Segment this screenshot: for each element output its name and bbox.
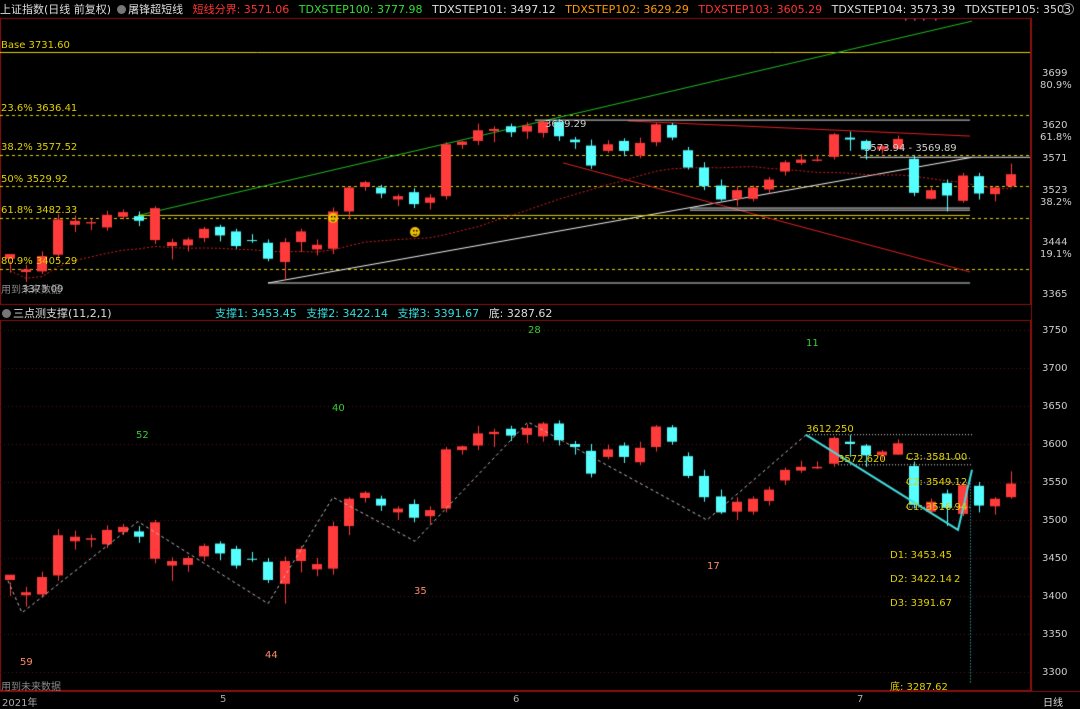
bottom-label: 底: 3287.62 xyxy=(890,682,948,693)
fib-236-label: 23.6% 3636.41 xyxy=(1,103,78,114)
axis-label: 3650 xyxy=(1042,401,1068,412)
header-item-3: TDXSTEP102: 3629.29 xyxy=(565,3,689,16)
count-label: 35 xyxy=(414,586,427,597)
axis-label: 3300 xyxy=(1042,667,1068,678)
fib-809-label: 80.9% 3405.29 xyxy=(1,256,78,267)
fib-base-label: Base 3731.60 xyxy=(1,40,70,51)
indicator-toggle-icon[interactable] xyxy=(117,5,127,14)
low-label: 3373.09 xyxy=(22,284,64,295)
header-item-6: TDXSTEP105: 3503 xyxy=(964,3,1072,16)
support-bottom: 底: 3287.62 xyxy=(488,307,553,320)
range-label: 3573.94 - 3569.89 xyxy=(864,143,957,154)
fib-382-label: 38.2% 3577.52 xyxy=(1,142,78,153)
support-3: 支撑3: 3391.67 xyxy=(397,307,480,320)
d1-label: D1: 3453.45 xyxy=(890,550,952,561)
count-label: 17 xyxy=(707,561,720,572)
axis-label: 3571 xyxy=(1042,153,1068,164)
axis-label: 3400 xyxy=(1042,591,1068,602)
axis-label: 3550 xyxy=(1042,477,1068,488)
time-axis-label: 2021年 xyxy=(2,698,38,709)
header-item-2: TDXSTEP101: 3497.12 xyxy=(432,3,556,16)
sub-indicator-name[interactable]: 三点测支撑(11,2,1) xyxy=(13,307,112,320)
axis-label: 3620 xyxy=(1042,120,1068,131)
count-label: 52 xyxy=(136,430,149,441)
peak-label: 3629.29 xyxy=(545,119,587,130)
c1-label: C1: 3516.94 xyxy=(906,502,968,513)
count-label: 40 xyxy=(332,403,345,414)
indicator-name[interactable]: 屠锋超短线 xyxy=(128,3,184,16)
future-data-note: 用到未来数据 xyxy=(1,285,61,296)
axis-label: 3450 xyxy=(1042,553,1068,564)
sub-peak-label: 3612.250 xyxy=(806,424,854,435)
header-item-0: 短线分界: 3571.06 xyxy=(192,3,290,16)
support-2: 支撑2: 3422.14 xyxy=(306,307,388,320)
axis-label: 61.8% xyxy=(1040,132,1072,143)
count-label: 11 xyxy=(806,338,819,349)
header-item-1: TDXSTEP100: 3777.98 xyxy=(298,3,423,16)
c2-label: C2: 3549.12 xyxy=(906,477,968,488)
main-chart-header: 上证指数(日线 前复权) 屠锋超短线 短线分界: 3571.06 TDXSTEP1… xyxy=(0,2,1077,18)
fib-50-label: 50% 3529.92 xyxy=(1,174,68,185)
settings-circle-icon[interactable] xyxy=(1062,3,1074,15)
axis-label: 3444 xyxy=(1042,237,1068,248)
axis-label: 3523 xyxy=(1042,185,1068,196)
axis-label: 3600 xyxy=(1042,439,1068,450)
time-axis-label: 5 xyxy=(220,694,227,705)
fib-618-label: 61.8% 3482.33 xyxy=(1,205,78,216)
time-axis-label: 7 xyxy=(857,694,864,705)
future-data-note: 用到未来数据 xyxy=(1,682,61,693)
count-label: 28 xyxy=(528,325,541,336)
axis-label: 3350 xyxy=(1042,629,1068,640)
axis-label: 80.9% xyxy=(1040,80,1072,91)
axis-label: 3365 xyxy=(1042,289,1068,300)
count-label: 59 xyxy=(20,657,33,668)
axis-label: 3700 xyxy=(1042,363,1068,374)
axis-label: 38.2% xyxy=(1040,197,1072,208)
d2-label: D2: 3422.14 xyxy=(890,574,952,585)
sub-indicator-toggle-icon[interactable] xyxy=(2,309,11,318)
axis-label: 3750 xyxy=(1042,325,1068,336)
header-item-4: TDXSTEP103: 3605.29 xyxy=(698,3,823,16)
c-peak-label: 3572.620 xyxy=(838,454,886,465)
axis-label: 3699 xyxy=(1042,68,1068,79)
count-label: 44 xyxy=(265,650,278,661)
axis-label: 3500 xyxy=(1042,515,1068,526)
c3-label: C3: 3581.00 xyxy=(906,452,968,463)
d2-mark: 2 xyxy=(954,574,961,585)
sub-chart-header: 三点测支撑(11,2,1) 支撑1: 3453.45 支撑2: 3422.14 … xyxy=(0,306,558,322)
period-button[interactable]: 日线 xyxy=(1043,698,1063,709)
support-1: 支撑1: 3453.45 xyxy=(215,307,297,320)
index-title: 上证指数(日线 前复权) xyxy=(0,3,112,16)
axis-label: 19.1% xyxy=(1040,249,1072,260)
d3-label: D3: 3391.67 xyxy=(890,598,952,609)
header-item-5: TDXSTEP104: 3573.39 xyxy=(831,3,956,16)
time-axis-label: 6 xyxy=(513,694,520,705)
